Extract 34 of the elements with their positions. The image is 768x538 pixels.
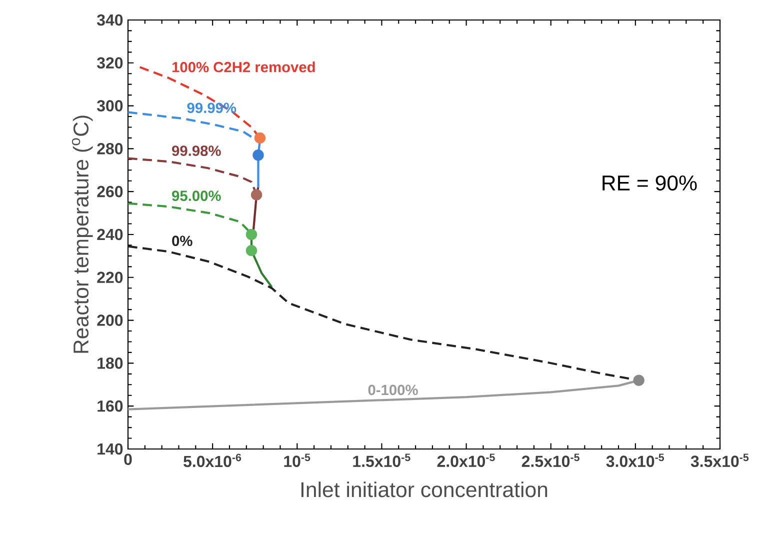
y-tick-label: 200 <box>97 314 123 326</box>
y-tick-label: 180 <box>98 358 123 369</box>
x-axis-title: Inlet initiator concentration <box>301 482 548 498</box>
series-label: 0% <box>172 236 192 246</box>
point <box>250 189 262 200</box>
y-tick-label: 220 <box>97 272 123 284</box>
x-tick-label: 2.5x10$^{-5}$ <box>522 454 580 467</box>
point <box>633 374 644 386</box>
x-tick-label: 5.0x10$^{-6}$ <box>184 454 242 468</box>
y-tick-label: 320 <box>96 57 123 69</box>
x-tick-label: 2.0x10$^{-5}$ <box>437 454 495 467</box>
x-tick-label: 3.0x10$^{-5}$ <box>606 454 664 468</box>
y-tick-label: 260 <box>97 186 123 198</box>
series-label: 100% C2H2 removed <box>172 62 315 72</box>
point <box>252 150 264 161</box>
y-tick-label: 240 <box>97 228 123 240</box>
point <box>246 244 258 256</box>
point <box>254 132 266 144</box>
y-tick-label: 300 <box>96 100 123 112</box>
x-tick-label: 1.5x10$^{-5}$ <box>353 454 410 467</box>
x-tick-label: 10$^{-5}$ <box>284 454 310 467</box>
x-tick-label: 3.5x10$^{-5}$ <box>690 454 749 468</box>
y-tick-label: 340 <box>96 14 123 26</box>
y-axis-title: Reactor temperature ($^{o}$C) <box>72 116 93 353</box>
series-label: 0-100% <box>368 384 418 396</box>
y-tick-label: 160 <box>98 400 123 412</box>
series-label: 99.98% <box>172 146 221 156</box>
series-label: 95.00% <box>172 190 221 202</box>
series-label: 99.99% <box>187 102 236 114</box>
point <box>246 228 258 240</box>
y-tick-label: 140 <box>98 443 123 455</box>
annotation: RE = 90% <box>602 175 697 191</box>
y-tick-label: 280 <box>97 143 123 154</box>
x-tick-label: 0 <box>124 454 132 466</box>
